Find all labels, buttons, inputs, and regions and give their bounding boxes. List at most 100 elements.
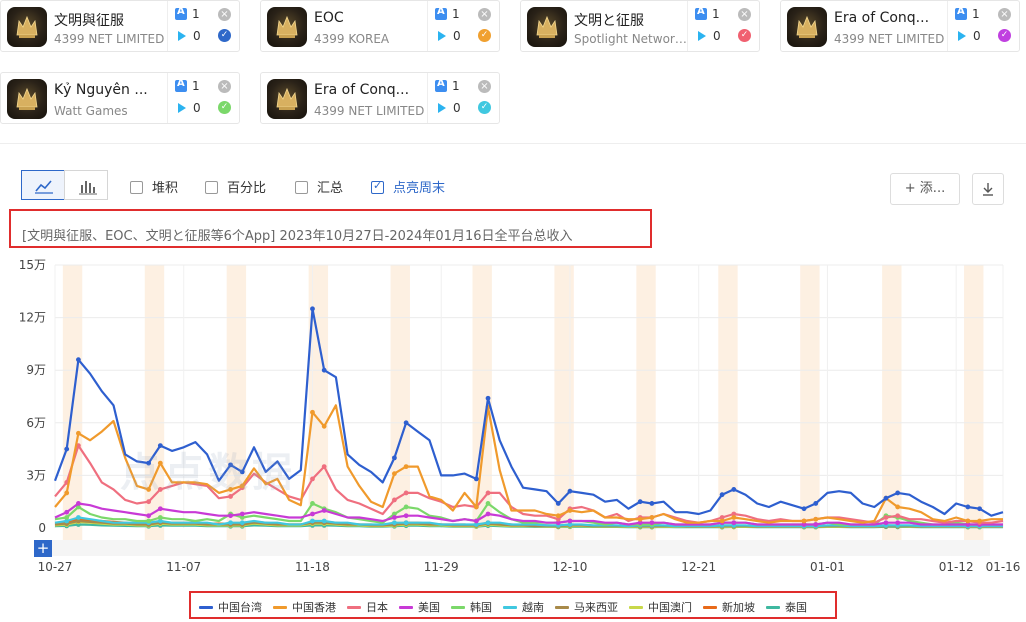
- ios-count-value: 1: [452, 7, 460, 21]
- remove-app-icon[interactable]: ×: [218, 8, 231, 21]
- check-icon[interactable]: ✓: [998, 29, 1011, 42]
- title-highlight-box: [9, 209, 652, 248]
- summary-checkbox[interactable]: 汇总: [295, 177, 343, 196]
- legend-item[interactable]: 泰国: [766, 599, 807, 615]
- legend-item[interactable]: 中国澳门: [629, 599, 692, 615]
- percent-checkbox[interactable]: 百分比: [205, 177, 266, 196]
- weekend-band: [554, 265, 574, 540]
- check-icon[interactable]: ✓: [218, 101, 231, 114]
- weekend-band: [718, 265, 738, 540]
- data-point: [403, 520, 409, 526]
- legend-item[interactable]: 中国台湾: [199, 599, 262, 615]
- legend-label: 泰国: [785, 601, 807, 614]
- card-separator: [427, 73, 428, 123]
- app-name: Era of Conq...: [834, 10, 930, 26]
- app-card[interactable]: Era of Conq... 4399 NET LIMITED 1 0 × ✓: [260, 72, 500, 124]
- ios-count: 1: [175, 78, 200, 93]
- legend-item[interactable]: 新加坡: [703, 599, 755, 615]
- series-line: [54, 404, 1003, 524]
- y-tick-label: 15万: [19, 258, 46, 272]
- data-point: [239, 469, 245, 475]
- google-play-count: 0: [955, 29, 981, 43]
- app-store-icon: [435, 78, 447, 92]
- legend-item[interactable]: 日本: [347, 599, 388, 615]
- legend-item[interactable]: 越南: [503, 599, 544, 615]
- line-chart-toggle-button[interactable]: [21, 170, 65, 200]
- data-point: [239, 483, 245, 489]
- stack-checkbox-box[interactable]: [130, 181, 143, 194]
- legend-swatch: [451, 605, 465, 609]
- weekend-band: [390, 265, 410, 540]
- data-point: [567, 508, 573, 513]
- series-line: [54, 502, 1003, 526]
- expand-plus-button[interactable]: +: [34, 540, 52, 557]
- remove-app-icon[interactable]: ×: [478, 8, 491, 21]
- google-play-icon: [178, 103, 186, 113]
- google-play-count: 0: [435, 101, 461, 115]
- data-point: [321, 464, 327, 470]
- data-point: [392, 471, 397, 477]
- data-point: [321, 367, 327, 373]
- check-icon[interactable]: ✓: [738, 29, 751, 42]
- app-card[interactable]: 文明と征服 Spotlight Network ... 1 0 × ✓: [520, 0, 760, 52]
- check-icon[interactable]: ✓: [218, 29, 231, 42]
- weekend-band: [800, 265, 820, 540]
- check-icon[interactable]: ✓: [478, 101, 491, 114]
- highlight-weekend-checkbox-box[interactable]: [371, 179, 384, 194]
- data-point: [567, 518, 573, 524]
- legend-item[interactable]: 韩国: [451, 599, 492, 615]
- download-button[interactable]: [972, 173, 1004, 205]
- gp-count-value: 0: [453, 101, 461, 115]
- data-point: [239, 511, 245, 517]
- highlight-weekend-checkbox-label: 点亮周末: [393, 181, 446, 196]
- remove-app-icon[interactable]: ×: [998, 8, 1011, 21]
- data-point: [719, 515, 725, 520]
- summary-checkbox-box[interactable]: [295, 181, 308, 194]
- data-point: [157, 460, 163, 466]
- legend-label: 越南: [522, 601, 544, 614]
- data-point: [813, 501, 819, 506]
- stack-checkbox[interactable]: 堆积: [130, 177, 178, 196]
- check-icon[interactable]: ✓: [478, 29, 491, 42]
- remove-app-icon[interactable]: ×: [478, 80, 491, 93]
- data-point: [965, 522, 971, 527]
- remove-app-icon[interactable]: ×: [218, 80, 231, 93]
- ios-count-value: 1: [192, 7, 200, 21]
- weekend-band: [144, 265, 165, 540]
- data-point: [555, 520, 561, 526]
- app-card[interactable]: 文明與征服 4399 NET LIMITED 1 0 × ✓: [0, 0, 240, 52]
- bar-chart-toggle-button[interactable]: [64, 170, 108, 200]
- data-point: [392, 515, 397, 520]
- add-button[interactable]: + 添...: [890, 173, 960, 205]
- app-card[interactable]: Kỷ Nguyên ... Watt Games 1 0 × ✓: [0, 72, 240, 124]
- app-logo: [267, 79, 307, 119]
- data-point: [64, 518, 70, 524]
- data-point: [228, 520, 233, 526]
- app-name: EOC: [314, 10, 344, 26]
- highlight-weekend-checkbox[interactable]: 点亮周末: [371, 177, 445, 196]
- data-point: [76, 430, 81, 436]
- data-point: [228, 494, 233, 499]
- legend-swatch: [273, 605, 287, 609]
- data-point: [719, 518, 725, 524]
- data-point: [228, 487, 233, 492]
- weekend-band: [964, 265, 984, 540]
- data-point: [157, 487, 163, 492]
- legend-swatch: [199, 605, 213, 609]
- card-separator: [427, 1, 428, 51]
- data-point: [239, 515, 245, 520]
- data-point: [801, 518, 807, 524]
- percent-checkbox-box[interactable]: [205, 181, 218, 194]
- weekend-band: [308, 265, 329, 540]
- data-point: [146, 487, 152, 492]
- app-card[interactable]: Era of Conq... 4399 NET LIMITED 1 0 × ✓: [780, 0, 1020, 52]
- app-card[interactable]: EOC 4399 KOREA 1 0 × ✓: [260, 0, 500, 52]
- legend-item[interactable]: 马来西亚: [555, 599, 618, 615]
- data-point: [485, 511, 491, 517]
- app-logo: [7, 79, 47, 119]
- legend-item[interactable]: 美国: [399, 599, 440, 615]
- legend-item[interactable]: 中国香港: [273, 599, 336, 615]
- remove-app-icon[interactable]: ×: [738, 8, 751, 21]
- x-tick-label: 01-16: [986, 560, 1021, 574]
- data-point: [76, 518, 81, 524]
